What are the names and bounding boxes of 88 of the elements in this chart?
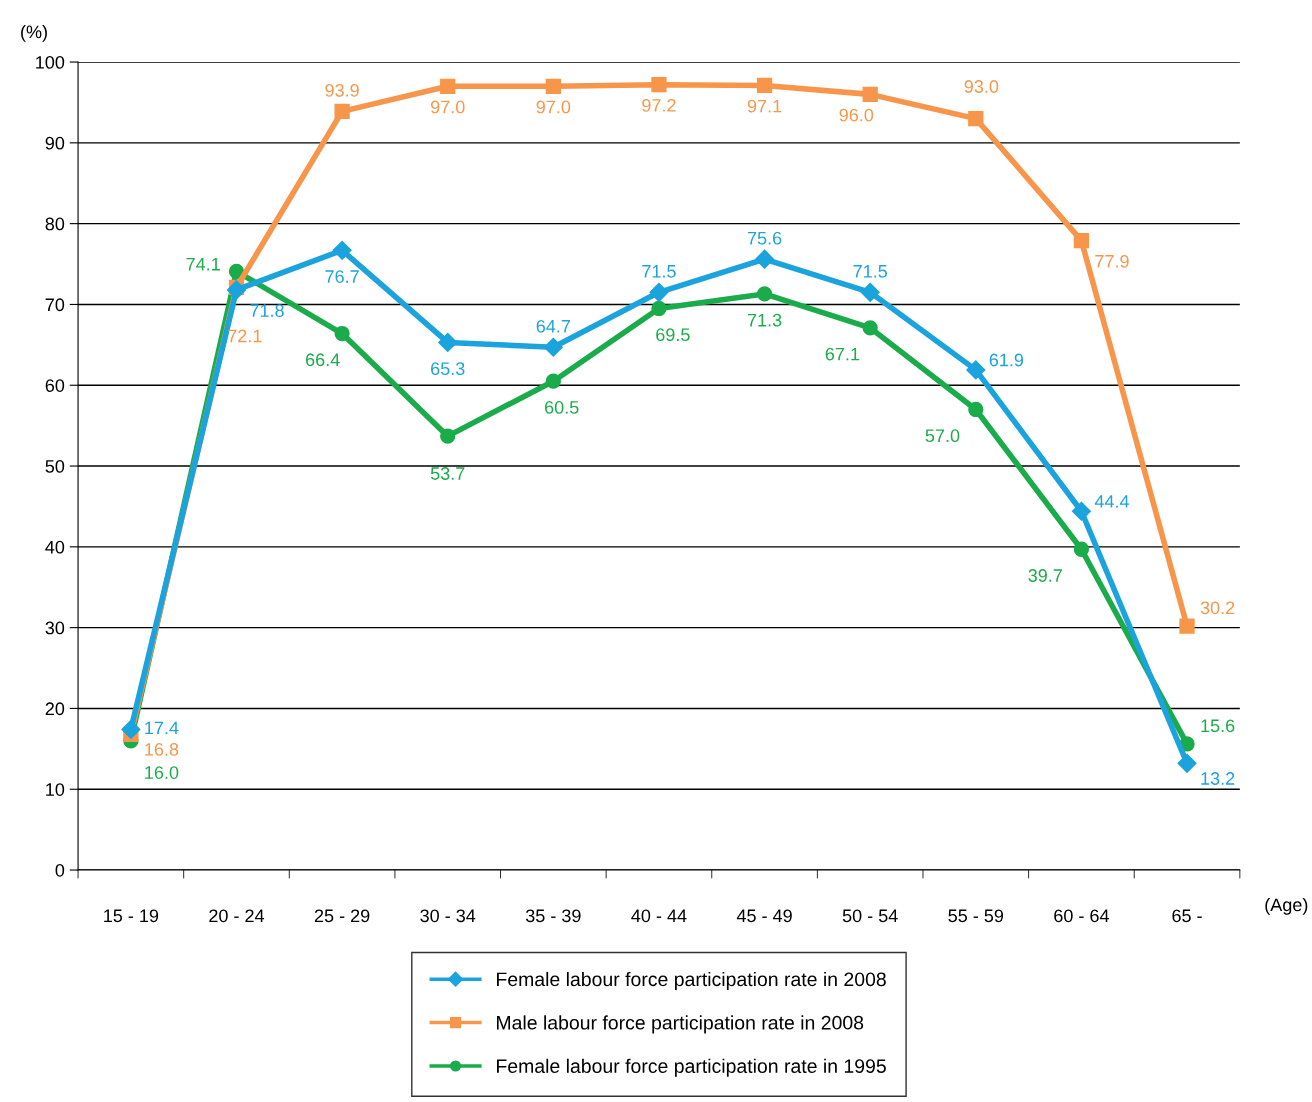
point bbox=[862, 86, 878, 103]
data-label: 72.1 bbox=[228, 329, 262, 343]
x-tick-label: 25 - 29 bbox=[314, 909, 370, 923]
legend-label: Female labour force participation rate in 1995 bbox=[497, 1058, 886, 1077]
y-tick-label: 10 bbox=[46, 783, 65, 796]
point bbox=[543, 337, 563, 357]
legend-label: Male labour force participation rate in 2008 bbox=[497, 1015, 864, 1034]
y-tick-label: 30 bbox=[45, 621, 65, 635]
data-label: 17.4 bbox=[145, 721, 179, 735]
legend-label: Female labour force participation rate in 2008 bbox=[497, 971, 886, 991]
data-label: 66.4 bbox=[306, 353, 340, 367]
data-label: 93.0 bbox=[964, 80, 999, 93]
y-tick-label: 70 bbox=[45, 298, 65, 312]
y-tick-label: 50 bbox=[45, 459, 65, 473]
data-label: 61.9 bbox=[989, 353, 1024, 367]
data-label: 77.9 bbox=[1095, 254, 1129, 268]
data-label: 60.5 bbox=[545, 401, 579, 414]
data-label: 13.2 bbox=[1201, 772, 1235, 785]
data-label: 97.2 bbox=[642, 98, 676, 112]
data-label: 39.7 bbox=[1028, 569, 1062, 582]
data-label: 97.0 bbox=[536, 100, 571, 114]
y-tick-label: 20 bbox=[45, 702, 65, 716]
data-label: 74.1 bbox=[186, 258, 220, 271]
point bbox=[862, 320, 878, 336]
point bbox=[966, 360, 986, 380]
data-label: 30.2 bbox=[1200, 601, 1235, 615]
x-axis-title: (Age) bbox=[1265, 897, 1308, 915]
x-tick-label: 55 - 59 bbox=[948, 909, 1004, 923]
data-label: 71.5 bbox=[853, 265, 887, 278]
point bbox=[545, 373, 561, 389]
data-label: 16.0 bbox=[145, 766, 179, 779]
point bbox=[438, 332, 458, 352]
data-label: 69.5 bbox=[656, 328, 690, 342]
point bbox=[1177, 753, 1197, 773]
point bbox=[1073, 232, 1090, 249]
x-tick-label: 15 - 19 bbox=[104, 909, 159, 923]
x-tick-label: 40 - 44 bbox=[631, 909, 687, 923]
data-label: 67.1 bbox=[825, 347, 860, 361]
x-tick-label: 65 - bbox=[1172, 909, 1202, 923]
point bbox=[440, 428, 456, 444]
point bbox=[968, 110, 984, 127]
y-tick-label: 100 bbox=[36, 55, 65, 69]
point bbox=[121, 719, 141, 739]
point bbox=[228, 263, 245, 279]
y-tick-label: 0 bbox=[55, 863, 65, 877]
x-tick-label: 30 - 34 bbox=[420, 909, 476, 923]
y-tick-label: 40 bbox=[45, 540, 65, 554]
point bbox=[332, 240, 352, 260]
x-tick-label: 60 - 64 bbox=[1054, 909, 1109, 923]
point bbox=[334, 103, 350, 119]
y-tick-label: 60 bbox=[45, 379, 65, 392]
data-label: 71.3 bbox=[747, 313, 782, 327]
data-label: 97.0 bbox=[431, 100, 465, 114]
data-label: 71.8 bbox=[250, 304, 284, 317]
data-label: 76.7 bbox=[325, 270, 359, 283]
data-label: 53.7 bbox=[430, 467, 465, 480]
x-tick-label: 35 - 39 bbox=[525, 909, 581, 923]
data-label: 65.3 bbox=[431, 362, 465, 376]
data-label: 16.8 bbox=[145, 743, 179, 756]
point bbox=[756, 77, 773, 94]
x-tick-label: 20 - 24 bbox=[209, 909, 265, 923]
point bbox=[649, 282, 669, 302]
data-label: 64.7 bbox=[536, 319, 570, 333]
point bbox=[755, 249, 775, 269]
point bbox=[440, 78, 456, 94]
y-axis-title: (%) bbox=[21, 25, 47, 42]
data-label: 75.6 bbox=[747, 231, 782, 245]
y-tick-label: 90 bbox=[45, 136, 65, 150]
point bbox=[545, 78, 561, 94]
data-label: 96.0 bbox=[839, 108, 874, 122]
y-tick-label: 80 bbox=[45, 217, 65, 231]
data-label: 15.6 bbox=[1201, 719, 1235, 733]
point bbox=[651, 300, 667, 317]
data-label: 93.9 bbox=[325, 83, 359, 97]
data-label: 97.1 bbox=[747, 99, 782, 113]
point bbox=[968, 401, 984, 418]
point bbox=[1179, 618, 1195, 634]
point bbox=[756, 286, 773, 302]
point bbox=[860, 282, 880, 302]
point bbox=[1073, 541, 1090, 557]
data-label: 71.5 bbox=[642, 265, 676, 278]
data-label: 57.0 bbox=[925, 429, 960, 443]
point bbox=[1071, 501, 1091, 521]
x-tick-label: 45 - 49 bbox=[736, 909, 792, 923]
data-label: 44.4 bbox=[1094, 495, 1130, 508]
point bbox=[651, 77, 667, 93]
x-tick-label: 50 - 54 bbox=[842, 909, 898, 923]
point bbox=[334, 325, 350, 342]
